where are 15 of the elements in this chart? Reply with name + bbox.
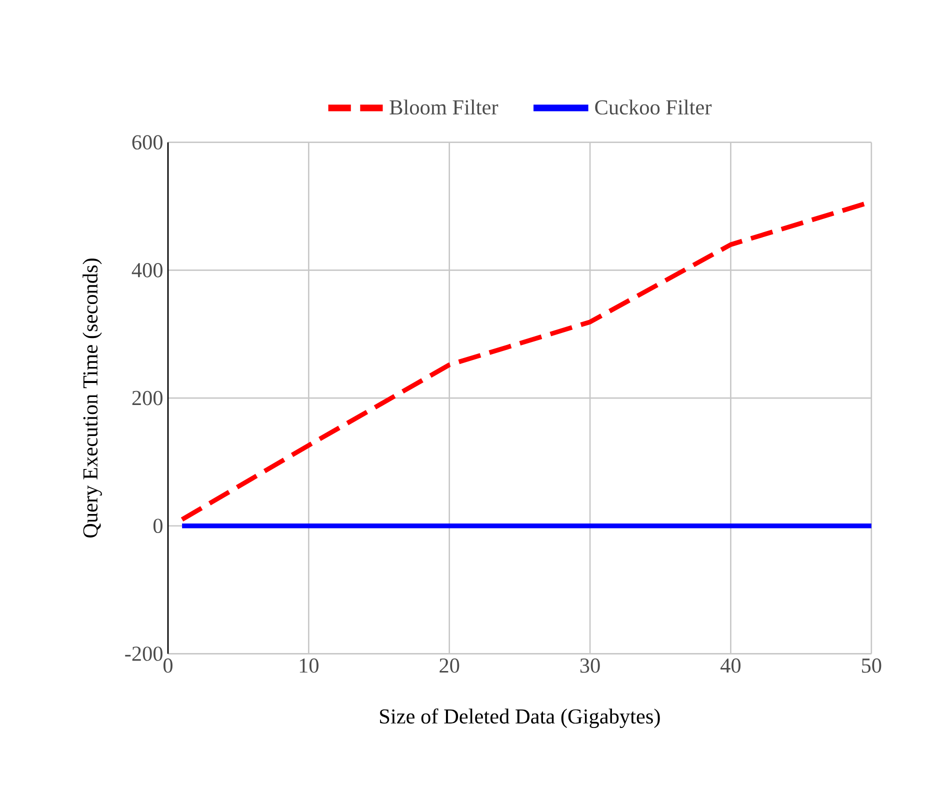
x-tick-label: 10 [300,658,318,673]
x-tick-label: 40 [720,658,741,673]
y-tick-label: 0 [153,518,162,533]
x-axis-title: Size of Deleted Data (Gigabytes) [380,708,660,728]
legend-label: Cuckoo Filter [595,100,712,114]
y-tick-label: 400 [132,262,162,278]
x-tick-label: 20 [440,658,460,673]
x-tick-label: 30 [580,658,600,673]
y-tick-label: 200 [132,390,162,406]
y-tick-label: -200 [125,646,162,661]
x-tick-label: 50 [862,658,882,673]
y-axis-title: Query Execution Time (seconds) [82,258,102,538]
x-tick-label: 0 [163,658,172,673]
legend-label: Bloom Filter [390,100,498,114]
y-tick-label: 600 [132,135,162,150]
